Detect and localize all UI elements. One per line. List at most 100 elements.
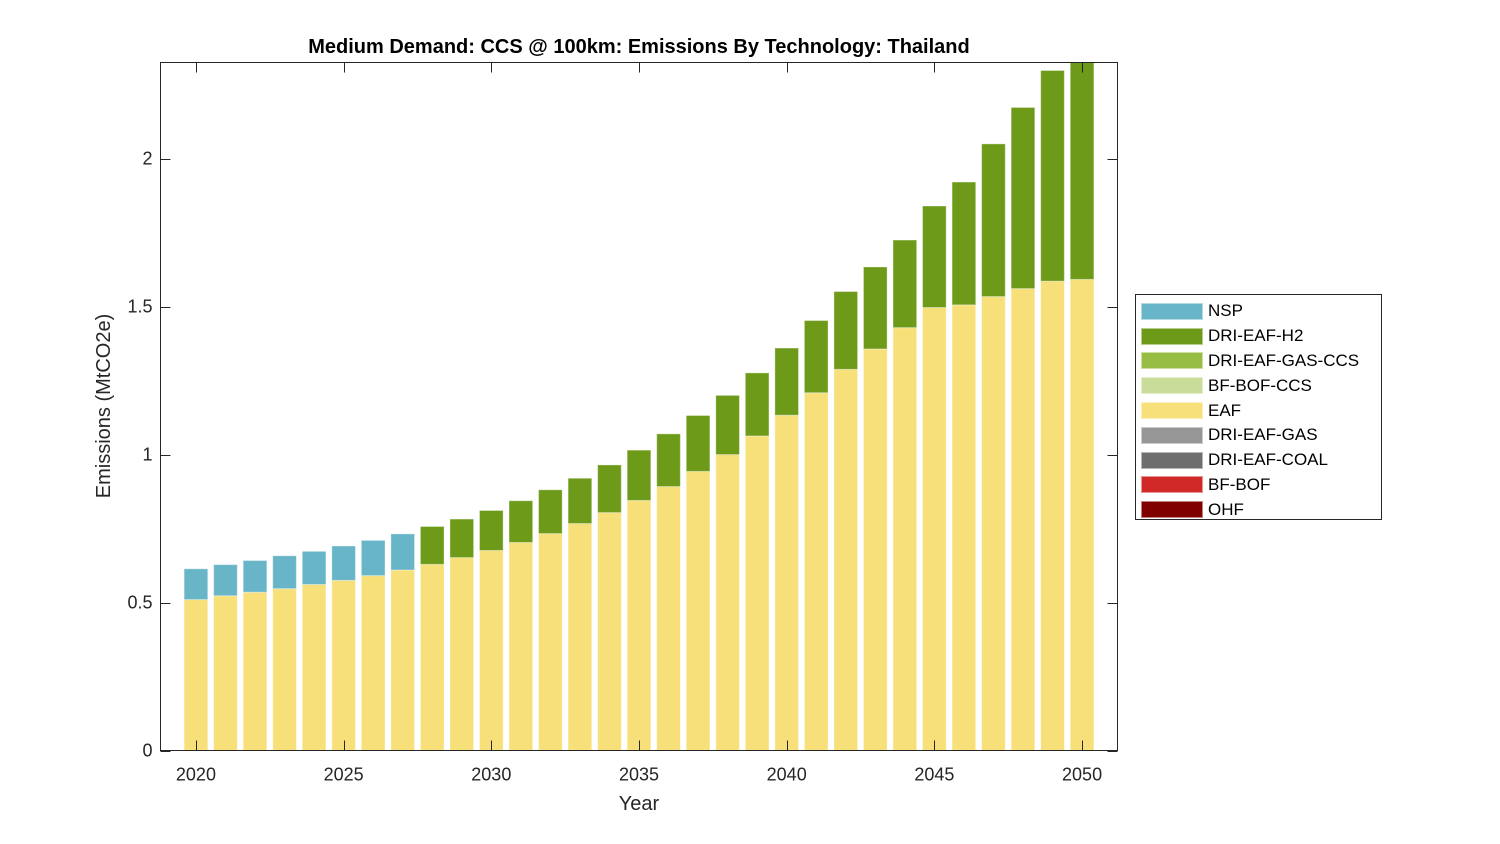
legend-swatch [1141,377,1203,395]
bar-segment-dri-eaf-h2-2050 [1069,62,1095,280]
bar-segment-eaf-2039 [744,435,770,751]
bar-segment-eaf-2043 [862,348,888,751]
legend-swatch [1141,402,1203,420]
bar-segment-eaf-2049 [1040,280,1065,751]
legend-item-bf-bof-ccs: BF-BOF-CCS [1136,373,1381,398]
bar-segment-eaf-2022 [242,591,268,751]
bar-segment-eaf-2024 [301,583,327,751]
bar-segment-eaf-2034 [597,512,622,751]
legend-label: DRI-EAF-GAS [1208,425,1318,445]
bar-segment-nsp-2025 [331,545,356,581]
bar-segment-dri-eaf-h2-2048 [1010,106,1036,290]
bar-segment-dri-eaf-h2-2045 [922,205,947,309]
legend-swatch [1141,352,1203,370]
bar-segment-nsp-2021 [213,564,238,597]
bar-segment-nsp-2026 [360,539,386,577]
legend-item-dri-eaf-coal: DRI-EAF-COAL [1136,448,1381,473]
bars-layer [183,62,1095,751]
bar-segment-dri-eaf-h2-2043 [862,266,888,350]
legend-label: OHF [1208,499,1244,519]
x-tick-label-2045: 2045 [914,765,954,785]
legend-item-dri-eaf-h2: DRI-EAF-H2 [1136,324,1381,349]
bar-segment-dri-eaf-h2-2041 [803,320,829,394]
bar-segment-eaf-2033 [567,523,593,751]
bar-segment-eaf-2040 [774,414,799,751]
legend-swatch [1141,451,1203,469]
bar-segment-eaf-2031 [508,541,534,751]
x-tick-label-2025: 2025 [324,765,364,785]
bar-segment-nsp-2020 [183,568,209,601]
legend-item-ohf: OHF [1136,497,1381,522]
legend-item-nsp: NSP [1136,299,1381,324]
legend-label: EAF [1208,400,1242,420]
legend-label: BF-BOF-CCS [1208,375,1312,395]
bar-segment-dri-eaf-h2-2031 [508,500,534,543]
bar-segment-dri-eaf-h2-2039 [744,372,770,437]
bar-segment-dri-eaf-h2-2037 [685,415,711,472]
bar-segment-nsp-2027 [390,533,416,571]
bar-segment-eaf-2023 [272,588,297,751]
x-tick-label-2050: 2050 [1062,765,1102,785]
bar-segment-eaf-2032 [538,533,563,751]
bar-segment-eaf-2037 [685,470,711,751]
y-tick-label-1.5: 1.5 [127,297,152,317]
bar-segment-eaf-2026 [360,575,386,751]
y-tick-label-0.5: 0.5 [127,593,152,613]
bar-segment-dri-eaf-h2-2033 [567,477,593,525]
legend-item-dri-eaf-gas: DRI-EAF-GAS [1136,423,1381,448]
bar-segment-eaf-2036 [656,486,681,751]
bar-segment-dri-eaf-h2-2040 [774,347,799,416]
bar-segment-eaf-2050 [1069,278,1095,751]
bar-segment-eaf-2047 [981,296,1006,751]
legend-label: DRI-EAF-H2 [1208,326,1304,346]
y-tick-label-2: 2 [142,149,152,169]
legend-swatch [1141,476,1203,494]
bar-segment-dri-eaf-h2-2036 [656,433,681,488]
bar-segment-eaf-2041 [803,392,829,751]
x-tick-label-2030: 2030 [471,765,511,785]
x-tick-label-2040: 2040 [767,765,807,785]
chart-title: Medium Demand: CCS @ 100km: Emissions By… [308,36,969,58]
legend-swatch [1141,426,1203,444]
legend-label: BF-BOF [1208,474,1271,494]
bar-segment-eaf-2042 [833,368,859,751]
bar-segment-eaf-2029 [449,557,475,751]
bar-segment-nsp-2024 [301,550,327,585]
x-axis-label: Year [619,793,660,815]
legend-label: NSP [1208,301,1243,321]
legend-item-dri-eaf-gas-ccs: DRI-EAF-GAS-CCS [1136,349,1381,374]
bar-segment-nsp-2022 [242,560,268,593]
bar-segment-eaf-2048 [1010,288,1036,751]
bar-segment-dri-eaf-h2-2032 [538,489,563,535]
bar-segment-dri-eaf-h2-2047 [981,143,1006,298]
bar-segment-eaf-2045 [922,307,947,751]
bar-segment-dri-eaf-h2-2049 [1040,69,1065,282]
bar-segment-dri-eaf-h2-2038 [715,394,740,456]
legend-swatch [1141,501,1203,519]
legend-item-eaf: EAF [1136,398,1381,423]
bar-segment-eaf-2027 [390,569,416,751]
bar-segment-nsp-2023 [272,555,297,590]
legend-label: DRI-EAF-COAL [1208,450,1328,470]
bar-segment-dri-eaf-h2-2029 [449,518,475,559]
legend: NSP DRI-EAF-H2 DRI-EAF-GAS-CCS BF-BOF-CCS EA… [1135,294,1382,520]
bar-segment-dri-eaf-h2-2028 [419,525,445,565]
bar-segment-eaf-2035 [626,499,652,751]
legend-swatch [1141,327,1203,345]
bar-segment-dri-eaf-h2-2034 [597,464,622,514]
legend-swatch [1141,302,1203,320]
bar-segment-dri-eaf-h2-2035 [626,449,652,501]
bar-segment-eaf-2028 [419,563,445,751]
bar-segment-dri-eaf-h2-2042 [833,291,859,370]
legend-label: DRI-EAF-GAS-CCS [1208,350,1360,370]
bar-segment-eaf-2046 [951,304,977,751]
bar-segment-eaf-2038 [715,454,740,751]
bar-segment-dri-eaf-h2-2030 [479,510,504,551]
ticks-layer: 2020 2025 2030 2035 2040 2045 2050 0 0.5 1 1.5 2 [127,62,1118,785]
bar-segment-eaf-2044 [892,327,918,751]
bar-segment-dri-eaf-h2-2044 [892,239,918,329]
bar-segment-eaf-2025 [331,579,356,751]
x-tick-label-2020: 2020 [176,765,216,785]
x-tick-label-2035: 2035 [619,765,659,785]
y-tick-label-0: 0 [142,741,152,761]
